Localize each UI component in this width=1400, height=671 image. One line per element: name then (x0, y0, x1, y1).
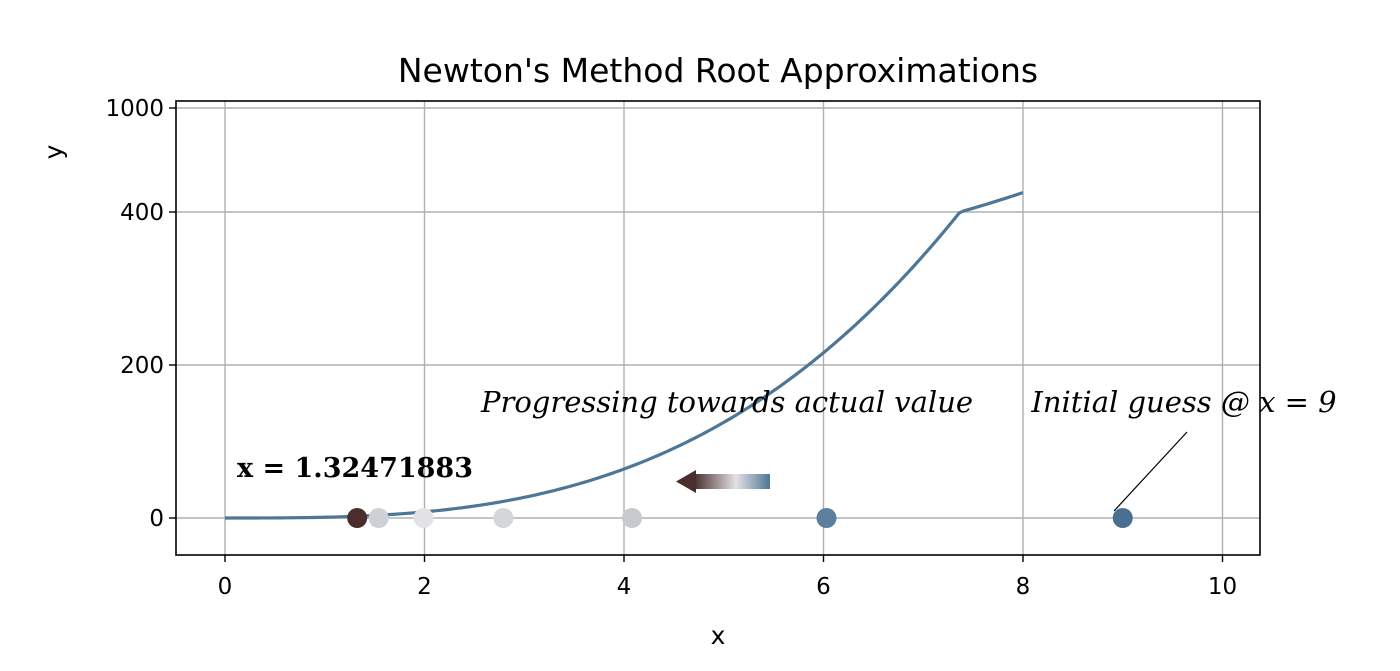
chart-title: Newton's Method Root Approximations (398, 51, 1038, 90)
y-axis-label: y (39, 144, 68, 159)
y-tick-label: 200 (120, 353, 164, 379)
progress-arrow-head (676, 470, 696, 493)
iteration-point (621, 508, 642, 528)
iteration-points (347, 508, 1133, 528)
x-axis-ticks: 0 2 4 6 8 10 (218, 555, 1237, 600)
iteration-point (1112, 508, 1133, 528)
root-value-annotation: x = 1.32471883 (237, 453, 473, 484)
x-tick-label: 6 (816, 574, 831, 600)
iteration-point (368, 508, 389, 528)
iteration-point (816, 508, 837, 528)
x-axis-label: x (711, 621, 726, 650)
y-tick-label: 400 (120, 200, 164, 226)
iteration-point (413, 508, 434, 528)
x-tick-label: 4 (617, 574, 632, 600)
y-tick-label: 0 (149, 506, 164, 532)
x-tick-label: 10 (1208, 574, 1237, 600)
initial-guess-annotation: Initial guess @ x = 9 (1030, 385, 1336, 419)
plot-frame (175, 100, 1261, 556)
y-tick-label: 1000 (105, 96, 164, 122)
iteration-point (493, 508, 514, 528)
initial-guess-pointer-line (1113, 431, 1188, 512)
annotations: Progressing towards actual value Initial… (237, 385, 1337, 512)
iteration-point (347, 508, 368, 528)
x-tick-label: 2 (417, 574, 432, 600)
x-tick-label: 0 (218, 574, 233, 600)
x-tick-label: 8 (1016, 574, 1031, 600)
y-axis-ticks: 0 200 400 1000 (105, 96, 176, 532)
progress-annotation: Progressing towards actual value (480, 385, 973, 419)
progress-arrow (676, 470, 770, 493)
progress-arrow-shaft (694, 474, 770, 489)
